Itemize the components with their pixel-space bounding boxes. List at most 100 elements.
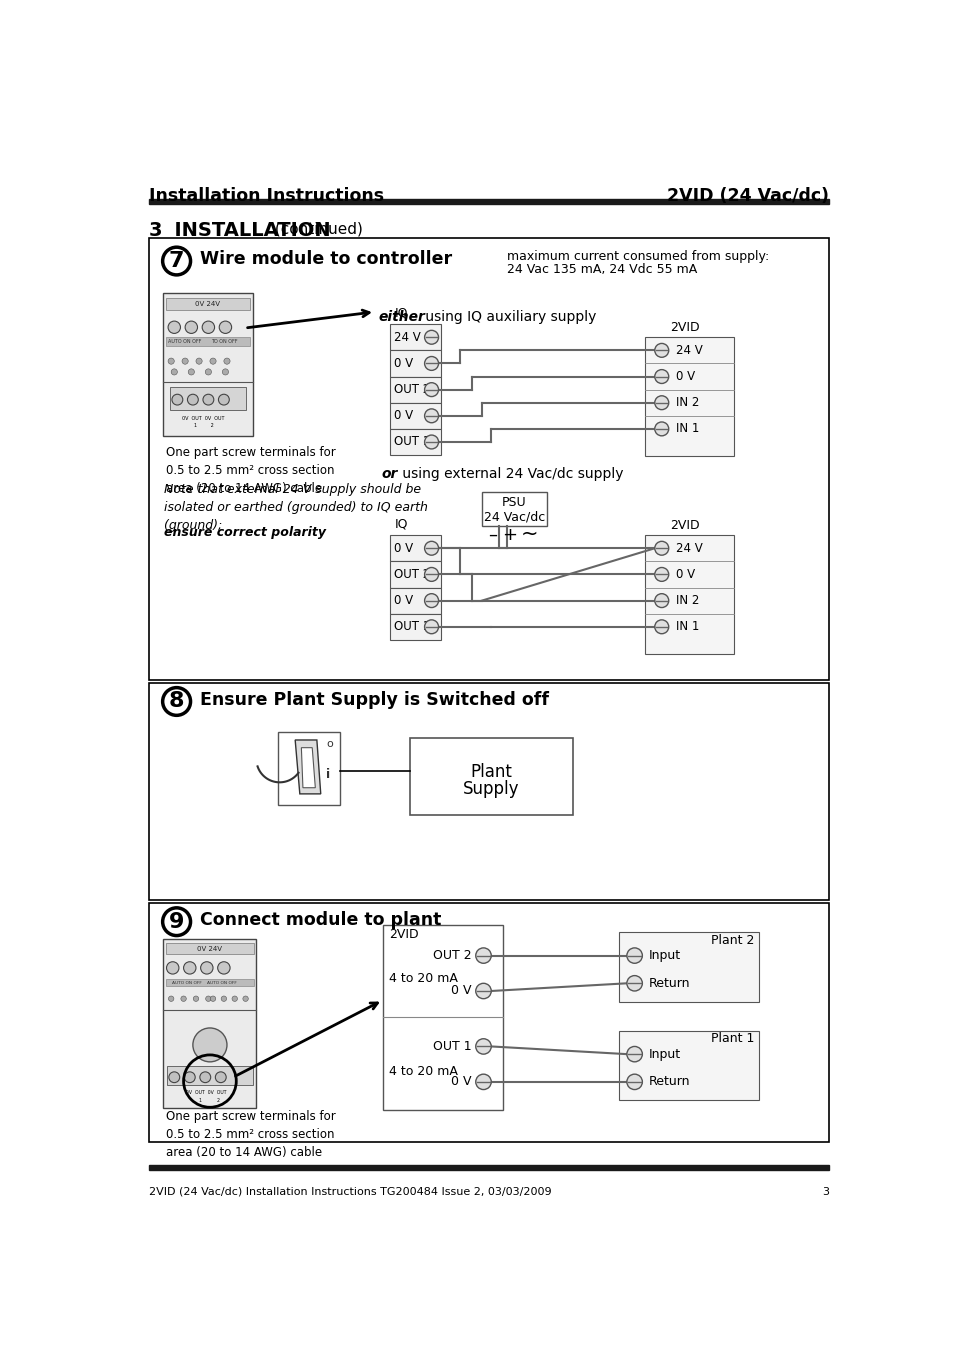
Text: 3: 3 [149, 221, 162, 240]
Circle shape [162, 248, 191, 275]
Bar [390, 588, 440, 613]
Circle shape [424, 567, 438, 581]
Text: 2VID: 2VID [670, 519, 700, 532]
Text: ensure correct polarity: ensure correct polarity [164, 525, 326, 539]
Text: Plant 1: Plant 1 [711, 1032, 754, 1045]
Text: 24 V: 24 V [675, 542, 701, 555]
Text: OUT 2: OUT 2 [394, 383, 430, 397]
Text: OUT 1: OUT 1 [394, 620, 430, 634]
Circle shape [654, 422, 668, 436]
Circle shape [210, 997, 215, 1002]
Text: 2VID: 2VID [670, 321, 700, 334]
Bar [390, 351, 440, 376]
Bar [167, 1066, 253, 1085]
Circle shape [222, 368, 229, 375]
Circle shape [424, 620, 438, 634]
Circle shape [424, 356, 438, 371]
Circle shape [476, 1074, 491, 1090]
Circle shape [168, 357, 174, 364]
Bar [390, 376, 440, 402]
Text: i: i [326, 768, 330, 781]
Circle shape [219, 321, 232, 333]
Bar [149, 199, 828, 204]
Text: 4 to 20 mA: 4 to 20 mA [389, 972, 457, 986]
Text: IN 2: IN 2 [675, 594, 699, 607]
Bar [166, 298, 250, 310]
Circle shape [187, 394, 198, 405]
Text: IQ: IQ [394, 517, 408, 531]
Circle shape [654, 370, 668, 383]
Text: 1         2: 1 2 [193, 424, 213, 428]
Text: 0V 24V: 0V 24V [195, 301, 220, 307]
Circle shape [184, 1072, 195, 1083]
Text: One part screw terminals for
0.5 to 2.5 mm² cross section
area (20 to 14 AWG) ca: One part screw terminals for 0.5 to 2.5 … [166, 1109, 335, 1159]
Bar [618, 1030, 758, 1101]
Bar [618, 933, 758, 1002]
Circle shape [626, 976, 641, 991]
Text: Ensure Plant Supply is Switched off: Ensure Plant Supply is Switched off [199, 691, 548, 709]
Text: IN 1: IN 1 [675, 620, 699, 634]
Circle shape [172, 394, 183, 405]
Bar [166, 944, 253, 955]
Text: TO ON OFF: TO ON OFF [211, 338, 237, 344]
Bar [644, 337, 733, 456]
Bar [390, 535, 440, 562]
Text: 7: 7 [169, 250, 184, 271]
Text: AUTO ON OFF: AUTO ON OFF [169, 338, 202, 344]
Text: Return: Return [648, 976, 689, 990]
Circle shape [654, 395, 668, 410]
Text: 0 V: 0 V [675, 567, 694, 581]
Text: either: either [377, 310, 424, 325]
Text: 0 V: 0 V [394, 357, 413, 370]
Bar [390, 613, 440, 640]
Circle shape [169, 1072, 179, 1083]
Text: 0 V: 0 V [394, 594, 413, 607]
Bar [390, 402, 440, 429]
Text: Plant: Plant [470, 764, 512, 781]
Circle shape [169, 997, 173, 1002]
Bar [278, 733, 340, 806]
Text: PSU: PSU [501, 497, 526, 509]
Bar [166, 979, 253, 986]
Text: 24 Vac/dc: 24 Vac/dc [483, 510, 544, 523]
Text: 3: 3 [821, 1186, 828, 1197]
Circle shape [424, 593, 438, 608]
Circle shape [424, 409, 438, 422]
Text: 0 V: 0 V [675, 370, 694, 383]
Polygon shape [294, 741, 320, 793]
Text: One part screw terminals for
0.5 to 2.5 mm² cross section
area (20 to 14 AWG) ca: One part screw terminals for 0.5 to 2.5 … [166, 445, 335, 494]
Circle shape [193, 1028, 227, 1062]
Circle shape [183, 961, 195, 974]
Text: 24 V: 24 V [675, 344, 701, 357]
Text: Input: Input [648, 949, 680, 963]
Circle shape [199, 1072, 211, 1083]
Text: 2VID (24 Vac/dc): 2VID (24 Vac/dc) [666, 187, 828, 204]
Text: Plant 2: Plant 2 [711, 934, 754, 946]
Text: 24 V: 24 V [394, 330, 420, 344]
Bar [390, 562, 440, 588]
Text: 0V  OUT  0V  OUT: 0V OUT 0V OUT [182, 416, 225, 421]
Text: OUT 2: OUT 2 [433, 949, 472, 963]
Text: o: o [326, 739, 333, 749]
Bar [481, 492, 546, 525]
Circle shape [424, 435, 438, 450]
Text: Note that external 24 V supply should be
isolated or earthed (grounded) to IQ ea: Note that external 24 V supply should be… [164, 483, 428, 532]
Text: AUTO ON OFF: AUTO ON OFF [207, 980, 236, 984]
Circle shape [168, 321, 180, 333]
Bar [382, 925, 502, 1109]
Bar [149, 903, 828, 1141]
Circle shape [195, 357, 202, 364]
Bar [166, 337, 250, 345]
Text: IN 1: IN 1 [675, 422, 699, 436]
Text: OUT 1: OUT 1 [394, 436, 430, 448]
Bar [410, 738, 572, 815]
Circle shape [206, 997, 211, 1002]
Circle shape [202, 321, 214, 333]
Circle shape [224, 357, 230, 364]
Text: Input: Input [648, 1048, 680, 1060]
Bar [390, 324, 440, 351]
Text: Wire module to controller: Wire module to controller [199, 250, 452, 268]
Bar [390, 429, 440, 455]
Text: IQ: IQ [394, 306, 408, 320]
Text: +: + [502, 527, 517, 544]
